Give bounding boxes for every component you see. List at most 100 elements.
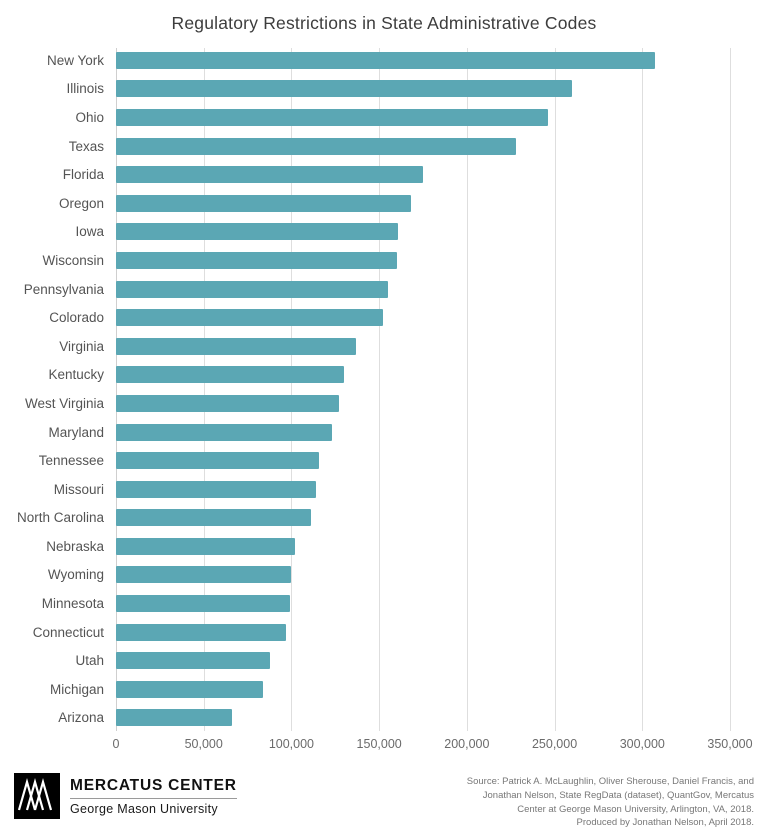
bar-row: West Virginia (8, 389, 730, 418)
bar (116, 680, 264, 698)
bar-track (116, 452, 730, 470)
mercatus-logo-icon (14, 773, 60, 819)
bar-row: Nebraska (8, 532, 730, 561)
bar-row: Wisconsin (8, 246, 730, 275)
bar-label: Utah (75, 653, 104, 669)
bar-row: Arizona (8, 704, 730, 733)
gridline (379, 48, 381, 731)
bar-label: Minnesota (41, 596, 104, 612)
bar-track (116, 366, 730, 384)
bar (116, 80, 573, 98)
bar-row: Minnesota (8, 589, 730, 618)
bar-track (116, 137, 730, 155)
gridline (291, 48, 293, 731)
bar (116, 509, 311, 527)
footer: MERCATUS CENTER George Mason University … (14, 773, 754, 830)
bar-row: Colorado (8, 303, 730, 332)
bar (116, 337, 357, 355)
bar-track (116, 251, 730, 269)
bar (116, 623, 287, 641)
bar (116, 309, 383, 327)
gridline (116, 48, 117, 731)
bar-track (116, 537, 730, 555)
bar-row: Ohio (8, 103, 730, 132)
bar (116, 652, 271, 670)
bar (116, 51, 655, 69)
source-line: Source: Patrick A. McLaughlin, Oliver Sh… (466, 776, 754, 787)
bar-label: Florida (62, 167, 104, 183)
source-line: Jonathan Nelson, State RegData (dataset)… (482, 789, 754, 801)
bar-track (116, 509, 730, 527)
bar-row: Oregon (8, 189, 730, 218)
bar (116, 709, 232, 727)
bar-label: Wyoming (47, 567, 104, 583)
bar-label: West Virginia (24, 395, 104, 411)
bar-row: North Carolina (8, 504, 730, 533)
x-tick-label: 300,000 (619, 737, 665, 751)
bar (116, 166, 423, 184)
x-tick-label: 250,000 (531, 737, 578, 751)
logo-subtitle: George Mason University (70, 801, 218, 816)
bar-label: New York (46, 52, 104, 68)
bar-track (116, 480, 730, 498)
bar (116, 452, 320, 470)
bar-label: Texas (68, 138, 104, 154)
bar (116, 223, 399, 241)
bar-track (116, 423, 730, 441)
grid-layer (116, 48, 731, 731)
bar-label: Tennessee (38, 453, 104, 469)
bar-row: Florida (8, 160, 730, 189)
x-axis-layer: 0 50,000 100,000 150,000 200,000 250,000 300,0… (113, 737, 753, 755)
gridline (554, 48, 556, 731)
bar-track (116, 595, 730, 613)
bar-row: New York (8, 46, 730, 75)
mercatus-logo-block: MERCATUS CENTER George Mason University (14, 773, 237, 819)
bar-row: Pennsylvania (8, 275, 730, 304)
bar (116, 480, 316, 498)
bar-track (116, 680, 730, 698)
bar-row: Missouri (8, 475, 730, 504)
bar-label: Iowa (75, 224, 104, 240)
gridline (730, 48, 731, 731)
bar (116, 595, 290, 613)
source-line: Produced by Jonathan Nelson, April 2018. (576, 817, 754, 829)
bar-row: Texas (8, 132, 730, 161)
chart-title: Regulatory Restrictions in State Adminis… (171, 13, 597, 33)
bar-label: Kentucky (48, 367, 104, 383)
bar (116, 366, 345, 384)
bar (116, 566, 292, 584)
bar-track (116, 280, 730, 298)
bar-track (116, 652, 730, 670)
bar-row: Illinois (8, 75, 730, 104)
x-tick-label: 100,000 (268, 737, 315, 751)
bar-track (116, 108, 730, 126)
bar-row: Wyoming (8, 561, 730, 590)
source-text: Source: Patrick A. McLaughlin, Oliver Sh… (467, 773, 754, 830)
bar-label: Michigan (49, 681, 104, 697)
bar (116, 108, 548, 126)
x-tick-label: 150,000 (356, 737, 402, 751)
logo-divider (70, 797, 237, 799)
bar (116, 280, 388, 298)
bar (116, 251, 397, 269)
bar-label: Nebraska (46, 538, 104, 554)
bar-rows: New York Illinois Ohio Texas Florida Oregon Io… (8, 46, 730, 732)
gridline (642, 48, 644, 731)
bar-track (116, 623, 730, 641)
bar-track (116, 566, 730, 584)
bar (116, 194, 411, 212)
bar-label: Connecticut (32, 624, 104, 640)
bar-row: Utah (8, 646, 730, 675)
bar-row: Michigan (8, 675, 730, 704)
bar-track (116, 309, 730, 327)
x-tick-label: 50,000 (184, 737, 223, 751)
bar-track (116, 223, 730, 241)
bar-label: Ohio (75, 109, 104, 125)
bar-track (116, 337, 730, 355)
gridline (203, 48, 205, 731)
bar-track (116, 394, 730, 412)
bar-label: Wisconsin (42, 252, 104, 268)
bar-row: Maryland (8, 418, 730, 447)
bar-label: Illinois (66, 81, 104, 97)
